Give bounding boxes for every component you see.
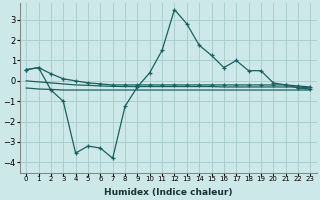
X-axis label: Humidex (Indice chaleur): Humidex (Indice chaleur) [104,188,233,197]
